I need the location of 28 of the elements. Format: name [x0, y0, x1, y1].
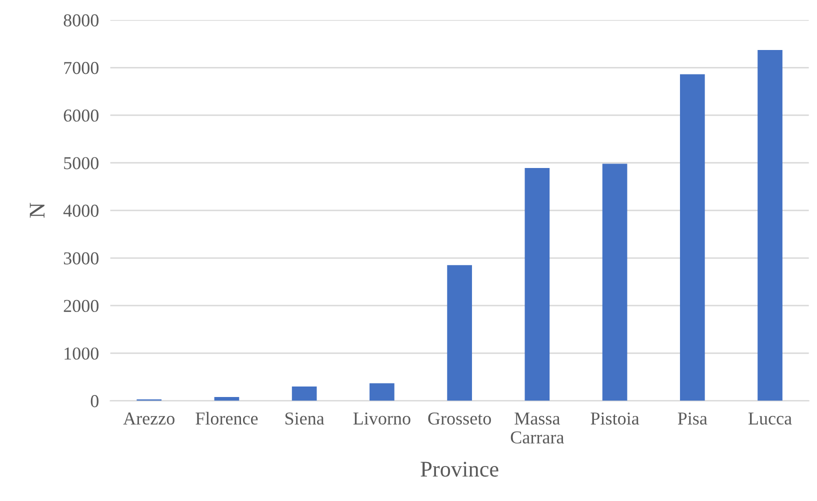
y-tick-label: 7000	[64, 62, 98, 74]
bar	[758, 50, 782, 401]
y-tick-label: 6000	[64, 109, 98, 122]
bar	[370, 383, 394, 401]
bar	[602, 164, 628, 401]
y-tick-label: 0	[90, 395, 98, 408]
y-tick-label: 8000	[64, 14, 98, 26]
x-axis-title: Province	[420, 462, 498, 477]
bar	[447, 265, 472, 401]
bar	[214, 396, 240, 401]
y-axis-title: N	[30, 202, 44, 218]
x-tick-label: Pistoia	[590, 412, 640, 425]
bar	[524, 168, 550, 401]
bar	[292, 386, 317, 401]
y-tick-label: 3000	[64, 252, 98, 264]
y-tick-label: 4000	[63, 204, 98, 217]
y-tick-label: 1000	[64, 347, 98, 360]
x-tick-label: Grosseto	[428, 412, 491, 425]
x-tick-label: Pisa	[678, 412, 708, 425]
x-tick-label: Livorno	[353, 412, 410, 425]
y-tick-label: 5000	[64, 157, 98, 170]
x-tick-label: Siena	[285, 412, 324, 425]
y-tick-label: 2000	[64, 300, 98, 312]
x-tick-label: Florence	[196, 412, 258, 425]
x-tick-label: Arezzo	[123, 412, 174, 425]
bar	[680, 74, 705, 401]
x-tick-label: Lucca	[748, 412, 792, 425]
x-tick-label: Massa Carrara	[510, 412, 564, 444]
